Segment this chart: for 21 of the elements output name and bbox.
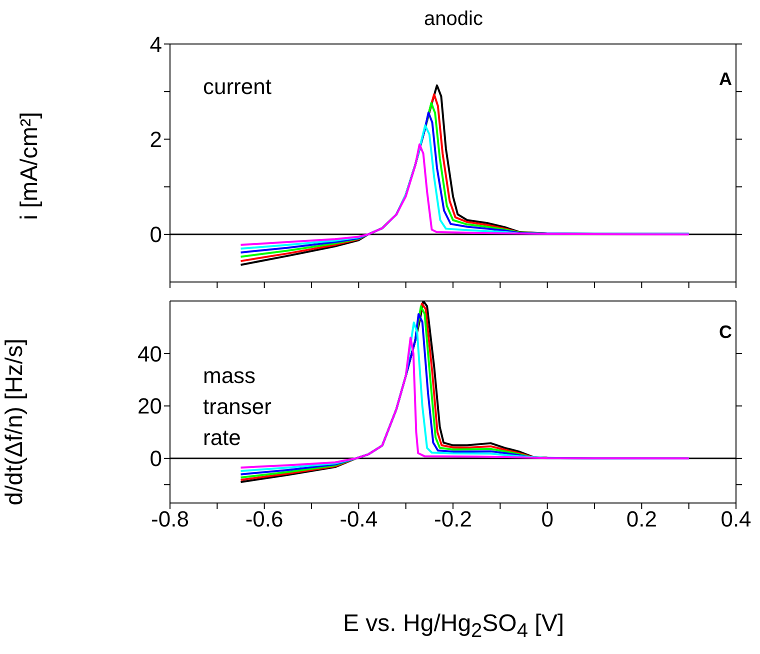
x-tick-label: 0	[541, 506, 554, 532]
annotation: mass transer rate	[203, 362, 272, 452]
y-tick-label: 4	[150, 32, 162, 57]
y-tick-label: 40	[138, 341, 162, 366]
y-axis-title: i [mA/cm²]	[15, 110, 44, 222]
y-tick-label: 0	[150, 222, 162, 248]
y-tick-label: 2	[150, 127, 162, 152]
y-tick-label: 0	[150, 446, 162, 472]
x-tick-label: -0.4	[340, 506, 378, 532]
annotation: C	[718, 322, 732, 343]
x-tick-label: -0.8	[151, 506, 189, 532]
annotation: current	[203, 73, 272, 101]
x-tick-label: -0.6	[245, 506, 284, 532]
y-axis-title: d/dt(Δf/n) [Hz/s]	[0, 337, 29, 507]
x-axis-title: E vs. Hg/Hg$_{2}$SO$_{4}$ [V]	[342, 610, 565, 643]
x-tick-label: 0.4	[720, 506, 752, 532]
annotation: A	[718, 69, 732, 90]
x-tick-label: -0.2	[434, 506, 472, 532]
x-tick-label: 0.2	[626, 506, 657, 532]
chart-title: anodic	[423, 8, 484, 31]
y-tick-label: 20	[138, 394, 162, 419]
